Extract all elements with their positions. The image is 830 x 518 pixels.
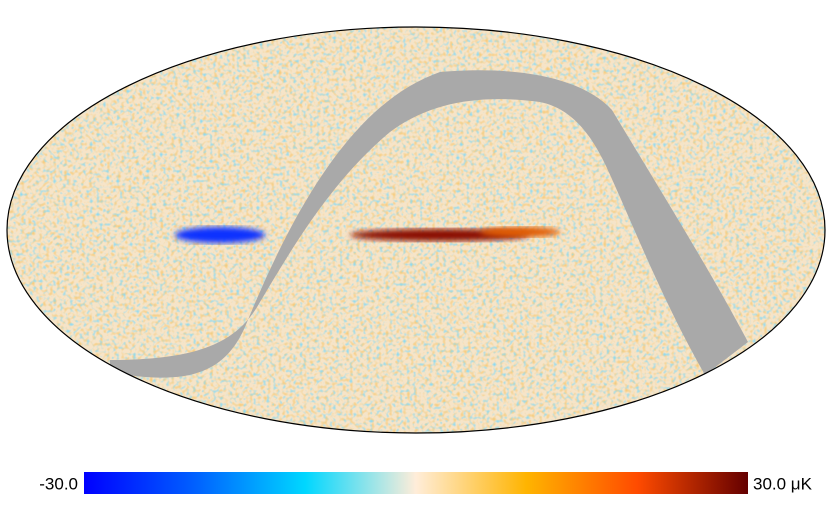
sky-field <box>7 27 825 433</box>
map-outline <box>6 26 826 434</box>
colorbar-min-label: -30.0 <box>39 474 78 493</box>
colorbar-max-label: 30.0 μK <box>753 474 813 493</box>
colorbar <box>84 472 748 494</box>
galactic-cold <box>175 227 265 243</box>
galactic-warm <box>480 227 560 237</box>
